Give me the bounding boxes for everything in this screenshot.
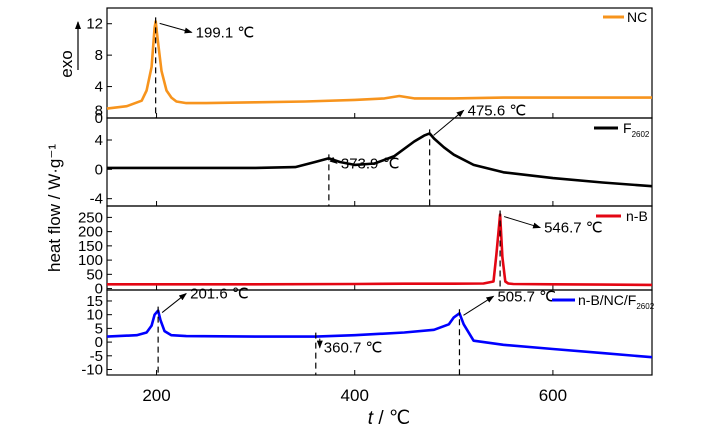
peak-label: 199.1 ℃ xyxy=(196,24,255,41)
legend-label-main: n-B/NC/F xyxy=(578,292,636,308)
y-tick-label: 50 xyxy=(86,266,103,283)
x-tick-label: 200 xyxy=(142,386,170,405)
peak-arrow xyxy=(503,216,542,229)
peak-label: 546.7 ℃ xyxy=(544,220,603,237)
series-line-f2602 xyxy=(107,132,653,188)
y-tick-label: 0 xyxy=(95,334,103,351)
y-axis-label: heat flow / W·g⁻¹ xyxy=(45,144,64,272)
legend-label-subscript: 2602 xyxy=(636,302,654,311)
y-tick-label: 12 xyxy=(86,16,103,33)
data-curves xyxy=(106,20,653,359)
legend-label-main: F xyxy=(623,120,632,136)
y-tick-label: 4 xyxy=(95,132,103,149)
x-tick-label: 600 xyxy=(539,386,567,405)
peak-label: 373.9 ℃ xyxy=(341,155,400,172)
panel-frame-4 xyxy=(106,289,653,376)
series-line-nc xyxy=(106,20,652,110)
peak-label: 475.6 ℃ xyxy=(468,102,527,119)
x-axis-variable: t xyxy=(368,408,374,429)
legend-label: n-B/NC/F2602 xyxy=(578,292,655,311)
y-tick-label: 100 xyxy=(78,252,103,269)
peak-arrow xyxy=(463,295,495,316)
tick-marks: 200 400 60004812-4048050100150200250-10-50… xyxy=(78,16,567,405)
peak-label: 201.6 ℃ xyxy=(190,286,249,303)
x-axis-unit: / ℃ xyxy=(373,408,410,429)
y-tick-label: 8 xyxy=(95,103,103,120)
y-tick-label: 10 xyxy=(86,307,103,324)
peak-label: 505.7 ℃ xyxy=(497,288,556,305)
y-tick-label: 4 xyxy=(95,79,103,96)
y-tick-label: 8 xyxy=(95,47,103,64)
legend-label-subscript: 2602 xyxy=(632,130,650,139)
y-tick-label: 0 xyxy=(95,281,103,298)
series-line-n-b-nc-f2602 xyxy=(106,309,653,359)
peak-annotations: 199.1 ℃ 373.9 ℃ 475.6 ℃ 546.7 ℃ 201.6 ℃ 360.7… xyxy=(155,17,603,375)
legend-label: n-B xyxy=(626,208,648,224)
y-tick-label: 150 xyxy=(78,238,103,255)
y-tick-label: 250 xyxy=(78,209,103,226)
y-tick-label: -5 xyxy=(90,348,103,365)
x-axis-label: t / ℃ xyxy=(368,408,410,429)
x-tick-label: 400 xyxy=(341,386,369,405)
legend-label: F2602 xyxy=(623,120,650,139)
y-tick-label: 0 xyxy=(95,110,103,127)
y-tick-label: 5 xyxy=(95,320,103,337)
exo-label: exo xyxy=(57,50,76,77)
peak-arrow xyxy=(159,22,193,34)
panel-frame-1 xyxy=(106,7,653,119)
peak-arrow xyxy=(433,109,465,136)
exo-indicator: exo xyxy=(57,21,81,78)
peak-label: 360.7 ℃ xyxy=(324,340,383,357)
y-tick-label: 15 xyxy=(86,293,103,310)
peak-arrow xyxy=(161,292,187,313)
y-tick-label: 0 xyxy=(95,161,103,178)
peak-arrow xyxy=(329,156,338,164)
legend-label: NC xyxy=(627,9,647,25)
y-tick-label: -4 xyxy=(90,191,103,208)
y-tick-label: -10 xyxy=(81,362,103,379)
series-line-n-b xyxy=(107,213,653,287)
y-tick-label: 200 xyxy=(78,224,103,241)
